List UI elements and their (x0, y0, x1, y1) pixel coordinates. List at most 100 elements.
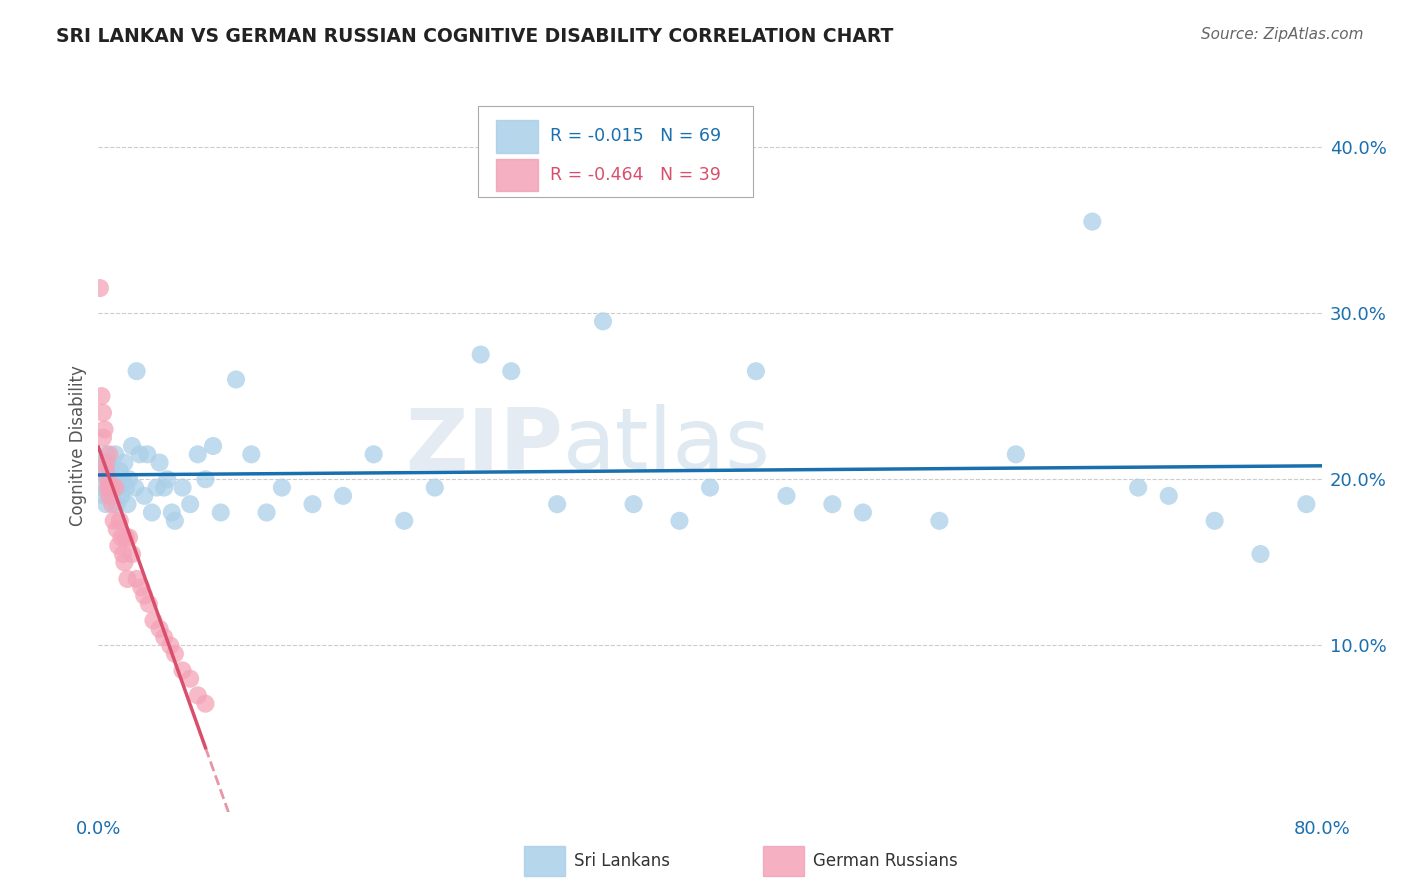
Point (134, 589, 156, 603)
Point (121, 439, 143, 453)
Point (89, 464, 111, 478)
Point (301, 497, 323, 511)
Point (156, 472, 179, 486)
Point (117, 497, 139, 511)
Y-axis label: Cognitive Disability: Cognitive Disability (69, 366, 87, 526)
Point (240, 447, 263, 461)
Point (187, 689, 209, 703)
Point (592, 314, 614, 328)
Point (149, 622, 172, 636)
Text: ZIP: ZIP (405, 404, 564, 488)
Point (423, 481, 446, 495)
Point (101, 489, 124, 503)
Point (118, 530, 141, 544)
Point (110, 489, 132, 503)
Point (1004, 447, 1026, 461)
FancyBboxPatch shape (496, 120, 537, 153)
Text: SRI LANKAN VS GERMAN RUSSIAN COGNITIVE DISABILITY CORRELATION CHART: SRI LANKAN VS GERMAN RUSSIAN COGNITIVE D… (56, 27, 894, 45)
Point (129, 580, 152, 594)
Point (93, 422, 115, 436)
Point (1157, 489, 1180, 503)
FancyBboxPatch shape (478, 106, 752, 197)
Point (202, 439, 225, 453)
Point (160, 506, 183, 520)
Point (623, 497, 645, 511)
Point (101, 497, 124, 511)
Point (745, 364, 768, 378)
Point (187, 447, 209, 461)
Point (392, 514, 416, 528)
Point (91, 406, 114, 420)
Point (179, 497, 201, 511)
Text: Source: ZipAtlas.com: Source: ZipAtlas.com (1201, 27, 1364, 42)
Point (103, 514, 125, 528)
Point (94, 447, 117, 461)
Point (105, 522, 128, 536)
Point (98, 447, 121, 461)
Point (256, 506, 278, 520)
Point (117, 572, 139, 586)
Point (179, 672, 201, 686)
Point (115, 481, 138, 495)
Point (172, 664, 194, 678)
Text: German Russians: German Russians (813, 852, 957, 870)
Point (93, 489, 115, 503)
Point (111, 547, 134, 561)
Point (125, 364, 148, 378)
Point (97, 481, 120, 495)
Point (225, 372, 247, 386)
Point (153, 630, 176, 644)
Point (115, 530, 138, 544)
Point (163, 647, 186, 661)
Point (91, 456, 114, 470)
Point (928, 514, 950, 528)
Point (118, 472, 141, 486)
Point (470, 347, 492, 362)
Point (138, 597, 160, 611)
Text: R = -0.015   N = 69: R = -0.015 N = 69 (550, 128, 721, 145)
Point (97, 472, 120, 486)
Point (90, 481, 112, 495)
Point (103, 472, 125, 486)
Point (98, 481, 121, 495)
Point (100, 464, 122, 478)
Point (163, 514, 186, 528)
Point (110, 530, 132, 544)
Point (1128, 481, 1150, 495)
Point (121, 547, 143, 561)
Point (142, 614, 165, 628)
Point (852, 506, 875, 520)
Point (821, 497, 844, 511)
Point (209, 506, 232, 520)
Point (699, 481, 721, 495)
Text: Sri Lankans: Sri Lankans (574, 852, 669, 870)
Point (89, 281, 111, 295)
Point (104, 447, 127, 461)
Point (1295, 497, 1317, 511)
Point (194, 472, 217, 486)
Point (100, 481, 122, 495)
Point (501, 364, 523, 378)
Point (112, 456, 135, 470)
Point (159, 639, 181, 653)
Point (136, 447, 159, 461)
Point (363, 447, 385, 461)
Point (546, 497, 568, 511)
Point (104, 481, 127, 495)
Point (94, 497, 117, 511)
Point (107, 481, 129, 495)
Point (111, 472, 134, 486)
Text: R = -0.464   N = 39: R = -0.464 N = 39 (550, 166, 721, 184)
Point (134, 489, 156, 503)
Text: atlas: atlas (564, 404, 772, 488)
Point (668, 514, 690, 528)
Point (108, 464, 131, 478)
Point (149, 456, 172, 470)
Point (105, 497, 128, 511)
Point (332, 489, 354, 503)
Point (172, 481, 194, 495)
FancyBboxPatch shape (496, 159, 537, 191)
Point (141, 506, 163, 520)
Point (107, 539, 129, 553)
Point (98, 489, 121, 503)
